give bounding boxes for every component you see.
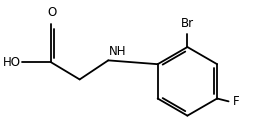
Text: O: O <box>47 6 57 19</box>
Text: HO: HO <box>3 56 20 69</box>
Text: Br: Br <box>181 17 194 30</box>
Text: NH: NH <box>109 44 127 58</box>
Text: F: F <box>233 95 240 108</box>
